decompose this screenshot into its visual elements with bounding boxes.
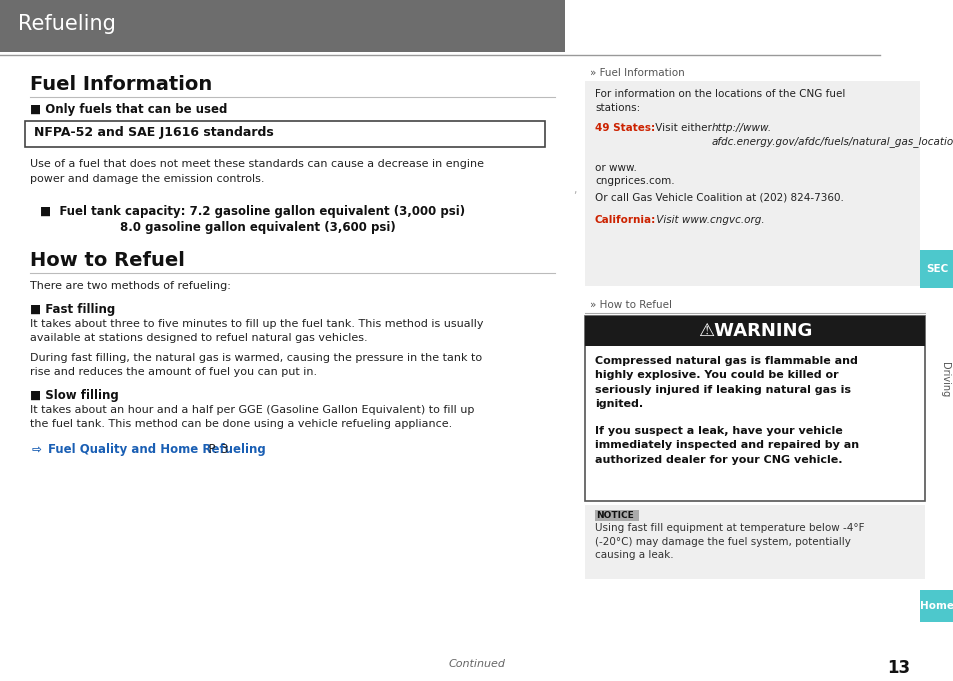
Bar bbox=[584, 81, 919, 286]
Bar bbox=[595, 510, 639, 521]
Text: Or call Gas Vehicle Coalition at (202) 824-7360.: Or call Gas Vehicle Coalition at (202) 8… bbox=[595, 193, 843, 203]
Text: Home: Home bbox=[919, 601, 953, 611]
Bar bbox=[0, 0, 564, 52]
Text: Fuel Quality and Home Refueling: Fuel Quality and Home Refueling bbox=[48, 443, 266, 456]
Text: ■ Only fuels that can be used: ■ Only fuels that can be used bbox=[30, 103, 227, 116]
Text: NFPA-52 and SAE J1616 standards: NFPA-52 and SAE J1616 standards bbox=[34, 126, 274, 139]
Text: ■  Fuel tank capacity: 7.2 gasoline gallon equivalent (3,000 psi): ■ Fuel tank capacity: 7.2 gasoline gallo… bbox=[40, 205, 465, 218]
Text: P. 3: P. 3 bbox=[201, 443, 229, 456]
Text: It takes about an hour and a half per GGE (Gasoline Gallon Equivalent) to fill u: It takes about an hour and a half per GG… bbox=[30, 405, 474, 430]
Text: ⚠WARNING: ⚠WARNING bbox=[697, 322, 811, 340]
Text: It takes about three to five minutes to fill up the fuel tank. This method is us: It takes about three to five minutes to … bbox=[30, 319, 483, 343]
Text: Visit www.cngvc.org.: Visit www.cngvc.org. bbox=[652, 215, 763, 225]
Text: California:: California: bbox=[595, 215, 656, 225]
Text: Driving: Driving bbox=[939, 362, 949, 398]
Text: http://www.
afdc.energy.gov/afdc/fuels/natural_gas_locations.html: http://www. afdc.energy.gov/afdc/fuels/n… bbox=[711, 123, 953, 147]
Text: ⇨: ⇨ bbox=[32, 443, 46, 456]
Bar bbox=[919, 590, 953, 622]
Text: During fast filling, the natural gas is warmed, causing the pressure in the tank: During fast filling, the natural gas is … bbox=[30, 353, 481, 377]
Bar bbox=[25, 121, 544, 147]
Text: If you suspect a leak, have your vehicle
immediately inspected and repaired by a: If you suspect a leak, have your vehicle… bbox=[595, 426, 859, 465]
Text: Fuel Information: Fuel Information bbox=[30, 75, 212, 94]
Text: ■ Slow filling: ■ Slow filling bbox=[30, 389, 118, 402]
Text: Use of a fuel that does not meet these standards can cause a decrease in engine
: Use of a fuel that does not meet these s… bbox=[30, 159, 483, 184]
Bar bbox=[584, 316, 924, 501]
Text: There are two methods of refueling:: There are two methods of refueling: bbox=[30, 281, 231, 291]
Text: or www.
cngprices.com.: or www. cngprices.com. bbox=[595, 163, 674, 186]
Text: Visit either: Visit either bbox=[651, 123, 718, 133]
Text: Continued: Continued bbox=[448, 659, 505, 669]
Text: » Fuel Information: » Fuel Information bbox=[589, 68, 684, 78]
Text: 13: 13 bbox=[886, 659, 909, 677]
Text: How to Refuel: How to Refuel bbox=[30, 251, 185, 270]
Text: » How to Refuel: » How to Refuel bbox=[589, 300, 671, 310]
Text: SEC: SEC bbox=[925, 264, 947, 274]
Text: 8.0 gasoline gallon equivalent (3,600 psi): 8.0 gasoline gallon equivalent (3,600 ps… bbox=[120, 221, 395, 234]
Text: NOTICE: NOTICE bbox=[596, 511, 633, 520]
Text: ,: , bbox=[573, 185, 576, 195]
Bar bbox=[584, 316, 924, 346]
Text: Using fast fill equipment at temperature below -4°F
(-20°C) may damage the fuel : Using fast fill equipment at temperature… bbox=[595, 523, 863, 560]
Text: Refueling: Refueling bbox=[18, 14, 115, 34]
Text: ■ Fast filling: ■ Fast filling bbox=[30, 303, 115, 316]
Text: For information on the locations of the CNG fuel
stations:: For information on the locations of the … bbox=[595, 89, 844, 113]
Text: 49 States:: 49 States: bbox=[595, 123, 655, 133]
Bar bbox=[919, 250, 953, 288]
Bar bbox=[584, 505, 924, 579]
Text: Compressed natural gas is flammable and
highly explosive. You could be killed or: Compressed natural gas is flammable and … bbox=[595, 356, 857, 409]
